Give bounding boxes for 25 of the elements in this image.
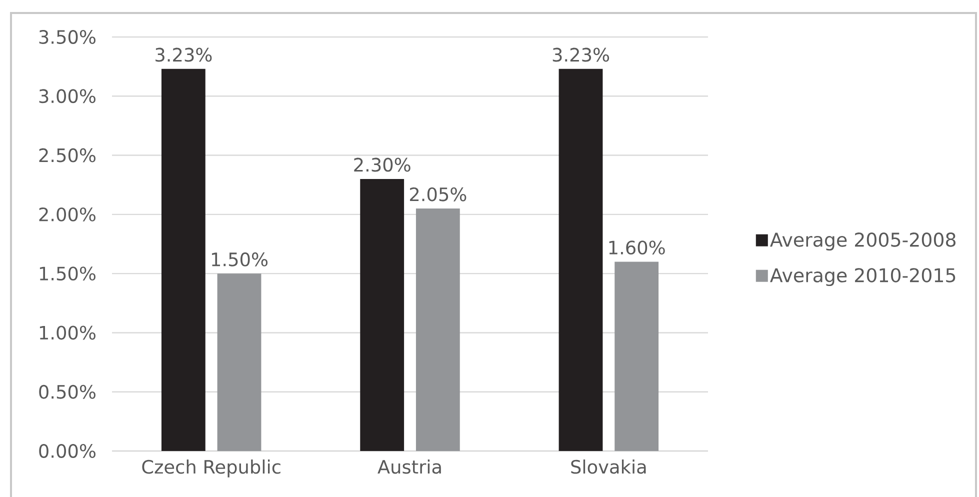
data-label: 2.30%: [354, 158, 410, 172]
bar: [558, 68, 603, 451]
legend-label: Average 2010-2015: [770, 268, 956, 286]
y-tick-label: 1.50%: [40, 266, 96, 281]
x-tick-label: Czech Republic: [142, 460, 280, 478]
bar: [360, 178, 404, 451]
data-label: 3.23%: [156, 48, 212, 62]
y-tick-label: 0.50%: [39, 384, 96, 399]
bar: [161, 68, 206, 451]
data-label: 3.23%: [552, 48, 610, 62]
y-tick-label: 3.00%: [39, 89, 96, 104]
bar: [614, 262, 659, 451]
x-tick-label: Slovakia: [571, 460, 646, 474]
y-tick-label: 0.00%: [39, 444, 96, 458]
data-label: 1.50%: [212, 252, 268, 266]
data-label: 1.60%: [609, 240, 665, 255]
bar: [217, 274, 262, 451]
bar: [416, 208, 460, 451]
legend-label: Average 2005-2008: [770, 232, 956, 251]
y-tick-label: 2.50%: [39, 148, 96, 162]
y-tick-label: 2.00%: [39, 207, 96, 222]
y-tick-label: 3.50%: [39, 30, 96, 44]
x-tick-label: Austria: [378, 460, 441, 474]
data-label: 2.05%: [410, 187, 466, 202]
y-tick-label: 1.00%: [40, 326, 96, 340]
